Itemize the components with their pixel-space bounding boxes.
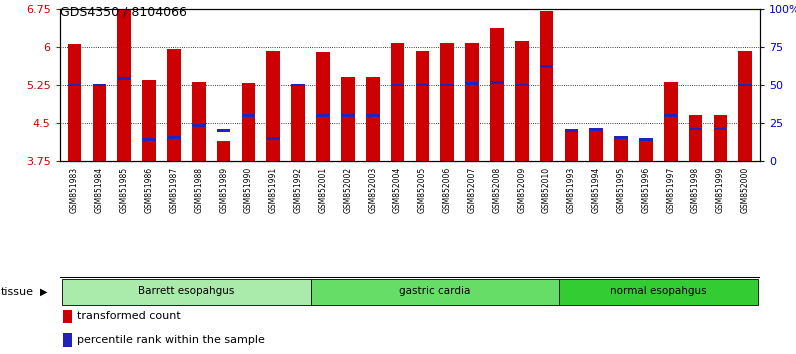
Text: GSM851992: GSM851992 bbox=[294, 167, 302, 213]
Text: GSM851998: GSM851998 bbox=[691, 167, 700, 213]
Bar bbox=[242, 84, 256, 161]
Bar bbox=[366, 114, 380, 117]
Bar bbox=[713, 128, 728, 131]
Bar bbox=[639, 139, 653, 161]
Bar bbox=[391, 43, 404, 161]
Bar bbox=[142, 138, 156, 141]
Text: GSM852001: GSM852001 bbox=[318, 167, 327, 213]
Text: GSM851987: GSM851987 bbox=[170, 167, 178, 213]
Text: GSM852002: GSM852002 bbox=[343, 167, 353, 213]
Text: GSM852008: GSM852008 bbox=[493, 167, 501, 213]
Text: GSM851999: GSM851999 bbox=[716, 167, 725, 213]
Bar bbox=[739, 84, 752, 86]
Bar bbox=[589, 128, 603, 131]
Bar bbox=[267, 137, 280, 139]
Bar bbox=[515, 41, 529, 161]
Text: GSM852005: GSM852005 bbox=[418, 167, 427, 213]
Bar bbox=[664, 82, 677, 161]
Bar bbox=[316, 114, 330, 117]
Bar bbox=[291, 84, 305, 86]
Bar bbox=[589, 130, 603, 161]
Bar bbox=[192, 124, 205, 127]
Text: GSM851983: GSM851983 bbox=[70, 167, 79, 213]
Bar bbox=[416, 84, 429, 86]
Bar bbox=[440, 84, 454, 86]
Text: GSM851984: GSM851984 bbox=[95, 167, 104, 213]
Bar bbox=[167, 136, 181, 139]
Bar bbox=[68, 44, 81, 161]
Text: tissue: tissue bbox=[1, 287, 33, 297]
Bar bbox=[92, 84, 107, 86]
Text: GSM851996: GSM851996 bbox=[642, 167, 650, 213]
Bar bbox=[490, 81, 504, 84]
Bar bbox=[440, 43, 454, 161]
Text: GSM851988: GSM851988 bbox=[194, 167, 203, 213]
Bar bbox=[713, 115, 728, 161]
Bar bbox=[615, 137, 628, 161]
Bar bbox=[366, 78, 380, 161]
Bar bbox=[564, 131, 578, 161]
Bar bbox=[118, 9, 131, 161]
Text: GSM852009: GSM852009 bbox=[517, 167, 526, 213]
Text: GDS4350 / 8104066: GDS4350 / 8104066 bbox=[60, 5, 186, 18]
Bar bbox=[564, 129, 578, 132]
Bar bbox=[267, 51, 280, 161]
Bar bbox=[689, 128, 702, 131]
Bar bbox=[540, 11, 553, 161]
Text: transformed count: transformed count bbox=[77, 311, 181, 321]
Bar bbox=[192, 82, 205, 161]
Text: Barrett esopahgus: Barrett esopahgus bbox=[139, 286, 235, 297]
Bar bbox=[689, 115, 702, 161]
Text: GSM852000: GSM852000 bbox=[741, 167, 750, 213]
Bar bbox=[62, 279, 310, 305]
Bar bbox=[68, 84, 81, 86]
Bar bbox=[515, 84, 529, 86]
Bar bbox=[242, 114, 256, 117]
Bar bbox=[416, 51, 429, 161]
Bar bbox=[310, 279, 559, 305]
Bar bbox=[739, 51, 752, 161]
Bar bbox=[559, 279, 758, 305]
Text: GSM851995: GSM851995 bbox=[617, 167, 626, 213]
Bar bbox=[341, 78, 355, 161]
Bar bbox=[142, 80, 156, 161]
Text: GSM851989: GSM851989 bbox=[219, 167, 228, 213]
Text: GSM851985: GSM851985 bbox=[119, 167, 129, 213]
Text: ▶: ▶ bbox=[40, 287, 47, 297]
Text: GSM851991: GSM851991 bbox=[269, 167, 278, 213]
Bar bbox=[217, 129, 231, 132]
Text: GSM852010: GSM852010 bbox=[542, 167, 551, 213]
Bar bbox=[465, 43, 479, 161]
Text: GSM851993: GSM851993 bbox=[567, 167, 576, 213]
Bar bbox=[92, 85, 107, 161]
Text: GSM851990: GSM851990 bbox=[244, 167, 253, 213]
Bar bbox=[167, 50, 181, 161]
Text: GSM852007: GSM852007 bbox=[467, 167, 477, 213]
Bar bbox=[63, 309, 72, 323]
Bar bbox=[490, 28, 504, 161]
Text: GSM851986: GSM851986 bbox=[145, 167, 154, 213]
Bar bbox=[465, 82, 479, 85]
Bar bbox=[664, 114, 677, 117]
Text: GSM852003: GSM852003 bbox=[369, 167, 377, 213]
Bar bbox=[63, 333, 72, 347]
Bar bbox=[540, 65, 553, 68]
Text: GSM852004: GSM852004 bbox=[393, 167, 402, 213]
Bar bbox=[341, 114, 355, 117]
Bar bbox=[291, 85, 305, 161]
Bar bbox=[118, 77, 131, 80]
Bar bbox=[217, 141, 231, 161]
Bar bbox=[391, 84, 404, 86]
Bar bbox=[615, 136, 628, 139]
Bar bbox=[316, 52, 330, 161]
Text: normal esopahgus: normal esopahgus bbox=[610, 286, 707, 297]
Text: GSM851997: GSM851997 bbox=[666, 167, 675, 213]
Text: GSM852006: GSM852006 bbox=[443, 167, 451, 213]
Bar bbox=[639, 138, 653, 141]
Text: GSM851994: GSM851994 bbox=[591, 167, 601, 213]
Text: gastric cardia: gastric cardia bbox=[399, 286, 470, 297]
Text: percentile rank within the sample: percentile rank within the sample bbox=[77, 335, 265, 345]
